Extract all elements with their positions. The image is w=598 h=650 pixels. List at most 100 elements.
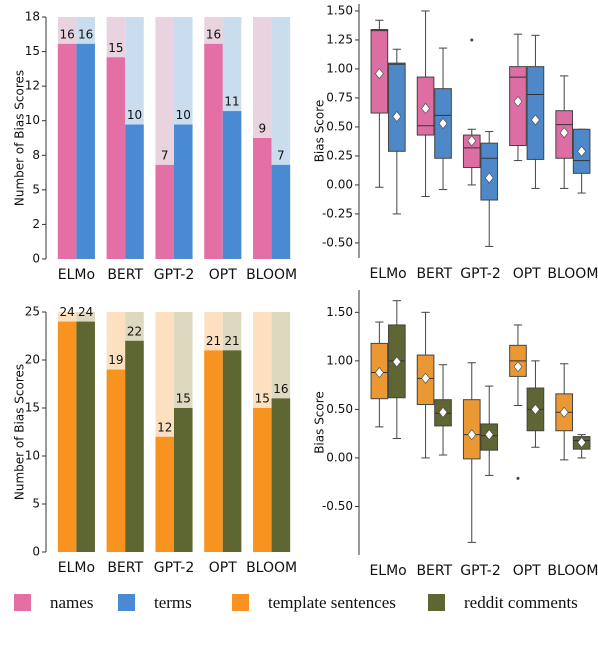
x-tick-label: OPT [513,563,541,579]
mean-marker [374,68,384,80]
data-label: 7 [277,148,285,162]
x-tick-label: BERT [107,267,143,283]
box [388,62,406,152]
bar [155,436,174,552]
mean-marker [438,406,448,418]
x-tick-label: BLOOM [246,560,297,576]
bar [106,369,126,552]
bar [57,321,77,552]
x-tick-label: BLOOM [547,563,598,579]
data-label: 10 [127,108,142,122]
x-tick-label: BLOOM [547,266,598,282]
mean-marker [577,436,587,448]
mean-marker [392,111,402,122]
bar [271,398,291,552]
mean-marker [467,429,477,441]
data-label: 9 [259,122,267,136]
bar [125,340,144,552]
mean-marker [438,117,448,129]
data-label: 15 [176,392,191,406]
y-tick-label: 1.25 [326,32,353,46]
legend-label: terms [154,593,192,612]
y-axis-label: Bias Score [313,100,327,163]
mean-marker [513,95,523,107]
y-tick-label: 10 [25,449,40,463]
x-tick-label: GPT-2 [460,563,501,579]
bar [222,350,242,552]
bar [155,164,174,259]
x-tick-label: ELMo [369,266,406,282]
y-tick-label: 0.50 [326,402,353,416]
mean-marker [421,372,430,384]
data-label: 22 [127,324,142,338]
y-tick-label: 25 [25,305,40,319]
y-tick-label: 0 [32,252,40,266]
legend-swatch [232,594,249,611]
mean-marker [559,127,569,139]
data-label: 16 [273,382,288,396]
bar [174,408,193,552]
legend-swatch [118,594,135,611]
legend-label: names [50,593,93,612]
mean-marker [484,172,494,184]
data-label: 11 [224,95,239,109]
x-tick-label: GPT-2 [154,267,195,283]
x-tick-label: OPT [209,267,237,283]
x-tick-label: GPT-2 [154,560,195,576]
box [480,142,499,201]
data-label: 21 [206,334,221,348]
y-tick-label: 12 [25,79,40,93]
mean-marker [484,429,494,441]
y-tick-label: 1.00 [326,353,353,367]
data-label: 15 [108,41,123,55]
bar [204,43,223,260]
y-tick-label: 0.75 [326,90,353,104]
x-tick-label: ELMo [58,267,95,283]
data-label: 21 [224,334,239,348]
y-tick-label: -0.25 [322,206,353,220]
y-tick-label: -0.50 [322,499,353,513]
y-tick-label: 1.00 [326,61,353,75]
x-tick-label: BERT [107,560,143,576]
legend-swatch [14,594,31,611]
bar [76,43,95,260]
mean-marker [513,361,523,373]
data-label: 15 [255,392,270,406]
bar [271,164,291,259]
box [526,66,545,160]
x-tick-label: OPT [209,560,237,576]
data-label: 12 [157,420,172,434]
bar [57,43,77,260]
x-tick-label: ELMo [369,563,406,579]
data-label: 7 [161,148,169,162]
x-tick-label: BERT [416,563,452,579]
data-label: 16 [78,27,93,41]
x-tick-label: BERT [416,266,452,282]
y-tick-label: 18 [25,10,40,24]
bar [222,111,242,259]
y-tick-label: 0.00 [326,177,353,191]
box [462,134,481,169]
y-tick-label: -0.50 [322,235,353,249]
data-label: 16 [206,27,221,41]
mean-marker [467,135,477,147]
y-tick-label: 2 [32,217,40,231]
y-tick-label: 0.50 [326,119,353,133]
y-axis-label: Number of Bias Scores [13,364,27,500]
outlier [470,38,474,42]
mean-marker [392,356,402,368]
y-tick-label: 15 [25,44,40,58]
y-tick-label: 5 [32,497,40,511]
x-tick-label: ELMo [58,560,95,576]
x-tick-label: OPT [513,266,541,282]
data-label: 16 [59,27,74,41]
y-tick-label: 5 [32,182,40,196]
mean-marker [531,114,540,126]
y-tick-label: 10 [25,113,40,127]
data-label: 10 [176,108,191,122]
y-tick-label: 1.50 [326,305,353,319]
bar [76,321,95,552]
bar [106,57,126,260]
y-tick-label: 15 [25,401,40,415]
